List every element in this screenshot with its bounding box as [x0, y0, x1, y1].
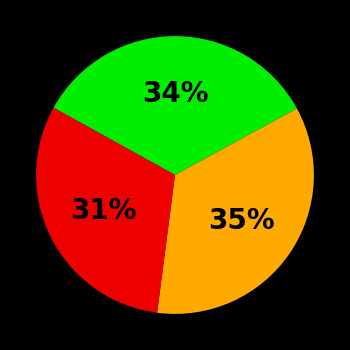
Text: 35%: 35% — [208, 206, 275, 235]
Wedge shape — [54, 36, 297, 175]
Wedge shape — [157, 108, 314, 314]
Text: 34%: 34% — [142, 80, 209, 108]
Text: 31%: 31% — [70, 197, 136, 225]
Wedge shape — [36, 108, 175, 313]
